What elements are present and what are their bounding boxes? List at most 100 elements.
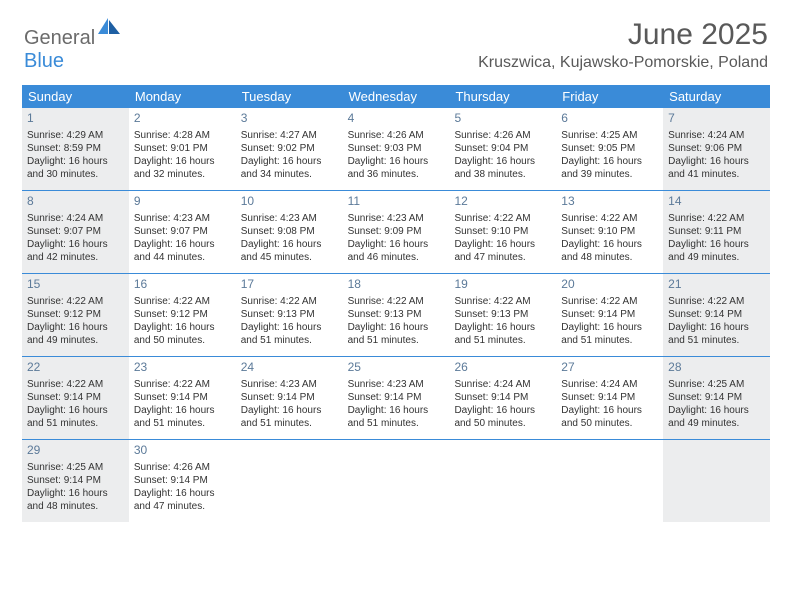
sunset-text: Sunset: 9:14 PM — [668, 308, 765, 321]
day1-text: Daylight: 16 hours — [134, 404, 231, 417]
day-cell: 16Sunrise: 4:22 AMSunset: 9:12 PMDayligh… — [129, 274, 236, 356]
day-number: 6 — [561, 111, 658, 127]
day-number: 11 — [348, 194, 445, 210]
day-number: 14 — [668, 194, 765, 210]
day-number: 25 — [348, 360, 445, 376]
sunset-text: Sunset: 9:14 PM — [27, 391, 124, 404]
day1-text: Daylight: 16 hours — [454, 404, 551, 417]
day-cell: 23 Sunrise: 4:22 AMSunset: 9:14 PMDayligh… — [129, 357, 236, 439]
day1-text: Daylight: 16 hours — [134, 155, 231, 168]
day-cell: 13Sunrise: 4:22 AMSunset: 9:10 PMDayligh… — [556, 191, 663, 273]
day1-text: Daylight: 16 hours — [27, 404, 124, 417]
sunrise-text: Sunrise: 4:24 AM — [27, 212, 124, 225]
sunset-text: Sunset: 9:14 PM — [27, 474, 124, 487]
sunset-text: Sunset: 9:03 PM — [348, 142, 445, 155]
sunrise-text: Sunrise: 4:23 AM — [348, 378, 445, 391]
day-cell: 21Sunrise: 4:22 AMSunset: 9:14 PMDayligh… — [663, 274, 770, 356]
day1-text: Daylight: 16 hours — [561, 155, 658, 168]
logo-word-blue: Blue — [24, 50, 64, 72]
day-cell: 28Sunrise: 4:25 AMSunset: 9:14 PMDayligh… — [663, 357, 770, 439]
sunrise-text: Sunrise: 4:22 AM — [348, 295, 445, 308]
day1-text: Daylight: 16 hours — [241, 238, 338, 251]
day2-text: and 44 minutes. — [134, 251, 231, 264]
sunset-text: Sunset: 9:13 PM — [454, 308, 551, 321]
logo-text: General Blue — [24, 18, 120, 73]
sunrise-text: Sunrise: 4:27 AM — [241, 129, 338, 142]
day2-text: and 34 minutes. — [241, 168, 338, 181]
day-cell: 10Sunrise: 4:23 AMSunset: 9:08 PMDayligh… — [236, 191, 343, 273]
day-cell: 15Sunrise: 4:22 AMSunset: 9:12 PMDayligh… — [22, 274, 129, 356]
day-number: 20 — [561, 277, 658, 293]
day-cell: 4Sunrise: 4:26 AMSunset: 9:03 PMDaylight… — [343, 108, 450, 190]
day-cell — [556, 440, 663, 522]
sunrise-text: Sunrise: 4:22 AM — [454, 295, 551, 308]
sunrise-text: Sunrise: 4:23 AM — [134, 212, 231, 225]
day-cell — [449, 440, 556, 522]
day2-text: and 45 minutes. — [241, 251, 338, 264]
weekday-header: Tuesday — [236, 85, 343, 108]
day-number: 22 — [27, 360, 124, 376]
day-cell: 22Sunrise: 4:22 AMSunset: 9:14 PMDayligh… — [22, 357, 129, 439]
sunrise-text: Sunrise: 4:25 AM — [561, 129, 658, 142]
sunrise-text: Sunrise: 4:22 AM — [134, 295, 231, 308]
week-row: 15Sunrise: 4:22 AMSunset: 9:12 PMDayligh… — [22, 274, 770, 357]
day2-text: and 51 minutes. — [27, 417, 124, 430]
day2-text: and 49 minutes. — [668, 417, 765, 430]
day2-text: and 50 minutes. — [134, 334, 231, 347]
day1-text: Daylight: 16 hours — [134, 238, 231, 251]
day2-text: and 50 minutes. — [561, 417, 658, 430]
day-number: 18 — [348, 277, 445, 293]
day-number: 4 — [348, 111, 445, 127]
day1-text: Daylight: 16 hours — [561, 238, 658, 251]
day1-text: Daylight: 16 hours — [241, 321, 338, 334]
sunrise-text: Sunrise: 4:22 AM — [454, 212, 551, 225]
day2-text: and 47 minutes. — [454, 251, 551, 264]
day1-text: Daylight: 16 hours — [134, 487, 231, 500]
sunset-text: Sunset: 9:14 PM — [134, 391, 231, 404]
sunset-text: Sunset: 9:09 PM — [348, 225, 445, 238]
day-number: 28 — [668, 360, 765, 376]
sunrise-text: Sunrise: 4:22 AM — [668, 212, 765, 225]
day-cell: 17Sunrise: 4:22 AMSunset: 9:13 PMDayligh… — [236, 274, 343, 356]
week-row: 22Sunrise: 4:22 AMSunset: 9:14 PMDayligh… — [22, 357, 770, 440]
sunset-text: Sunset: 9:10 PM — [561, 225, 658, 238]
sunset-text: Sunset: 9:14 PM — [561, 308, 658, 321]
logo-sail-icon — [98, 18, 120, 34]
sunrise-text: Sunrise: 4:23 AM — [241, 378, 338, 391]
day-number: 24 — [241, 360, 338, 376]
sunrise-text: Sunrise: 4:28 AM — [134, 129, 231, 142]
sunrise-text: Sunrise: 4:22 AM — [27, 295, 124, 308]
day-number: 3 — [241, 111, 338, 127]
sunrise-text: Sunrise: 4:26 AM — [348, 129, 445, 142]
day1-text: Daylight: 16 hours — [454, 321, 551, 334]
day-number: 9 — [134, 194, 231, 210]
day1-text: Daylight: 16 hours — [561, 321, 658, 334]
day2-text: and 32 minutes. — [134, 168, 231, 181]
weekday-header: Friday — [556, 85, 663, 108]
day-cell: 11Sunrise: 4:23 AMSunset: 9:09 PMDayligh… — [343, 191, 450, 273]
day-number: 23 — [134, 360, 231, 376]
sunset-text: Sunset: 9:07 PM — [134, 225, 231, 238]
day-cell: 5Sunrise: 4:26 AMSunset: 9:04 PMDaylight… — [449, 108, 556, 190]
sunrise-text: Sunrise: 4:22 AM — [134, 378, 231, 391]
day2-text: and 46 minutes. — [348, 251, 445, 264]
sunset-text: Sunset: 9:14 PM — [348, 391, 445, 404]
day2-text: and 50 minutes. — [454, 417, 551, 430]
sunrise-text: Sunrise: 4:22 AM — [561, 295, 658, 308]
day1-text: Daylight: 16 hours — [27, 321, 124, 334]
day2-text: and 48 minutes. — [27, 500, 124, 513]
day-cell: 3Sunrise: 4:27 AMSunset: 9:02 PMDaylight… — [236, 108, 343, 190]
day-cell: 2Sunrise: 4:28 AMSunset: 9:01 PMDaylight… — [129, 108, 236, 190]
day2-text: and 51 minutes. — [668, 334, 765, 347]
day2-text: and 48 minutes. — [561, 251, 658, 264]
day-cell — [663, 440, 770, 522]
sunrise-text: Sunrise: 4:24 AM — [668, 129, 765, 142]
day-number: 1 — [27, 111, 124, 127]
day2-text: and 36 minutes. — [348, 168, 445, 181]
header: General Blue June 2025 Kruszwica, Kujaws… — [0, 0, 792, 79]
day1-text: Daylight: 16 hours — [348, 321, 445, 334]
sunset-text: Sunset: 9:11 PM — [668, 225, 765, 238]
day1-text: Daylight: 16 hours — [27, 487, 124, 500]
day2-text: and 41 minutes. — [668, 168, 765, 181]
sunrise-text: Sunrise: 4:22 AM — [241, 295, 338, 308]
